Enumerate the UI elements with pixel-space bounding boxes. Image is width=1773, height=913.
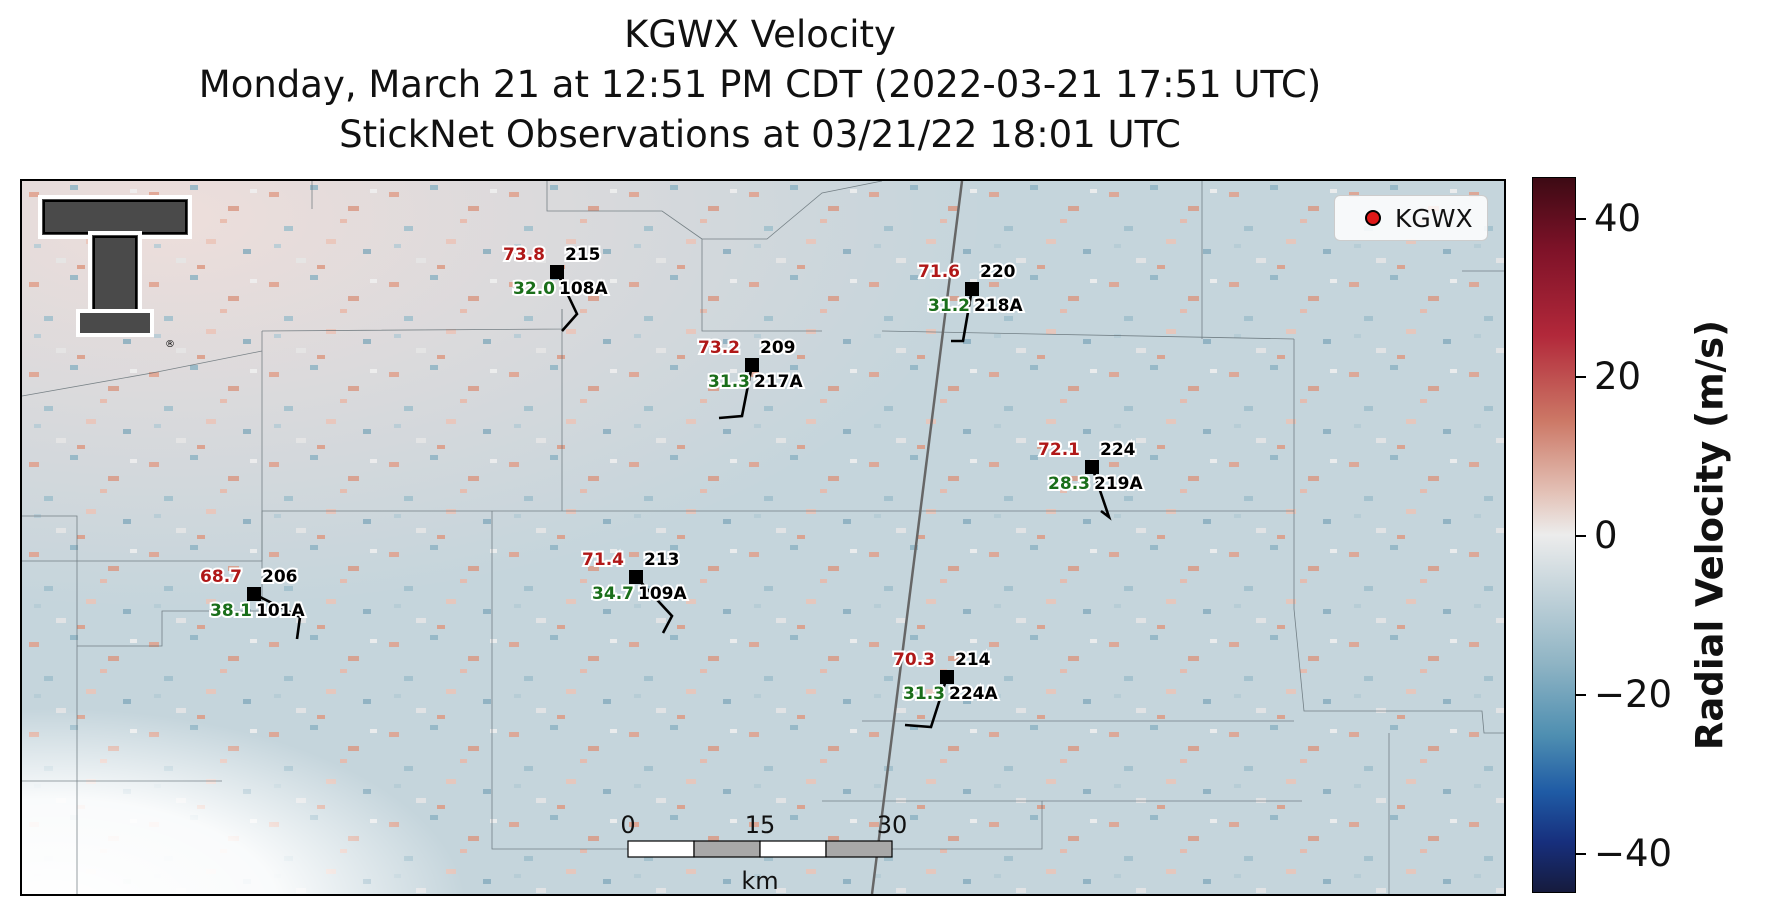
station-dewpoint: 31.3	[903, 684, 945, 704]
colorbar-tick-label: 0	[1594, 514, 1618, 557]
station-217a[interactable]: 73.2 209 31.3 217A	[696, 336, 805, 420]
wind-barb	[635, 576, 674, 634]
colorbar	[1532, 177, 1576, 893]
wind-barb	[1090, 466, 1112, 521]
colorbar-tick-label: −40	[1594, 832, 1673, 875]
station-marker	[629, 570, 643, 584]
colorbar-tick	[1576, 376, 1586, 378]
map-legend: KGWX	[1334, 195, 1488, 241]
station-marker	[550, 265, 564, 279]
station-temperature: 73.2	[698, 338, 740, 358]
station-temperature: 72.1	[1038, 440, 1080, 460]
radar-map[interactable]: ® 0 15 30 km 73.8 215 32.0 108A 73.2 209 31.3 2…	[20, 179, 1506, 896]
station-temperature: 71.4	[582, 550, 624, 570]
colorbar-title: Radial Velocity (m/s)	[1688, 319, 1732, 751]
station-224a[interactable]: 70.3 214 31.3 224A	[891, 648, 1000, 729]
scale-bar-label-0: 0	[620, 811, 635, 839]
state-boundary	[870, 181, 964, 894]
colorbar-tick	[1576, 535, 1586, 537]
station-dewpoint: 34.7	[592, 584, 634, 604]
station-id: 108A	[559, 279, 608, 299]
colorbar-tick	[1576, 694, 1586, 696]
station-temperature: 68.7	[200, 567, 242, 587]
wind-barb	[718, 364, 754, 420]
station-id: 218A	[974, 296, 1023, 316]
station-wind-direction: 215	[565, 245, 601, 265]
colorbar-tick	[1576, 218, 1586, 220]
radar-site-marker-icon	[1365, 210, 1381, 226]
county-boundaries	[22, 181, 1504, 894]
station-wind-direction: 220	[980, 262, 1016, 282]
station-marker	[940, 670, 954, 684]
station-dewpoint: 32.0	[513, 279, 555, 299]
station-wind-direction: 214	[955, 650, 991, 670]
wind-barb	[253, 592, 302, 640]
colorbar-tick-label: −20	[1594, 673, 1673, 716]
station-marker	[965, 282, 979, 296]
chart-subtitle-time: Monday, March 21 at 12:51 PM CDT (2022-0…	[198, 63, 1322, 106]
station-id: 219A	[1094, 474, 1143, 494]
svg-text:®: ®	[165, 339, 175, 350]
station-108a[interactable]: 73.8 215 32.0 108A	[501, 243, 610, 332]
station-218a[interactable]: 71.6 220 31.2 218A	[916, 260, 1025, 343]
station-dewpoint: 28.3	[1048, 474, 1090, 494]
chart-title: KGWX Velocity	[624, 13, 896, 56]
chart-subtitle-observations: StickNet Observations at 03/21/22 18:01 …	[339, 113, 1181, 156]
station-temperature: 73.8	[503, 245, 545, 265]
no-data-region	[22, 181, 1504, 894]
station-id: 101A	[256, 601, 305, 621]
scale-bar-label-15: 15	[745, 811, 776, 839]
colorbar-tick-label: 20	[1594, 355, 1642, 398]
station-marker	[745, 358, 759, 372]
scale-bar: 0 15 30 km	[620, 811, 907, 894]
colorbar-tick-label: 40	[1594, 197, 1642, 240]
station-temperature: 71.6	[918, 262, 960, 282]
station-wind-direction: 224	[1100, 440, 1136, 460]
station-id: 109A	[638, 584, 687, 604]
wind-barb	[951, 288, 974, 343]
station-marker	[1085, 460, 1099, 474]
texas-tech-double-t-logo: ®	[38, 195, 192, 350]
station-dewpoint: 31.3	[708, 372, 750, 392]
scale-bar-label-30: 30	[877, 811, 908, 839]
station-wind-direction: 209	[760, 338, 796, 358]
wind-barb	[904, 676, 949, 729]
legend-label: KGWX	[1395, 203, 1473, 233]
station-dewpoint: 38.1	[210, 601, 252, 621]
wind-barb	[555, 271, 579, 332]
station-id: 224A	[949, 684, 998, 704]
station-109a[interactable]: 71.4 213 34.7 109A	[580, 548, 689, 634]
station-wind-direction: 206	[262, 567, 298, 587]
station-dewpoint: 31.2	[928, 296, 970, 316]
station-marker	[247, 587, 261, 601]
scale-bar-unit: km	[741, 867, 778, 894]
station-temperature: 70.3	[893, 650, 935, 670]
station-101a[interactable]: 68.7 206 38.1 101A	[198, 565, 307, 640]
station-219a[interactable]: 72.1 224 28.3 219A	[1036, 438, 1145, 521]
station-id: 217A	[754, 372, 803, 392]
colorbar-tick	[1576, 853, 1586, 855]
station-wind-direction: 213	[644, 550, 680, 570]
